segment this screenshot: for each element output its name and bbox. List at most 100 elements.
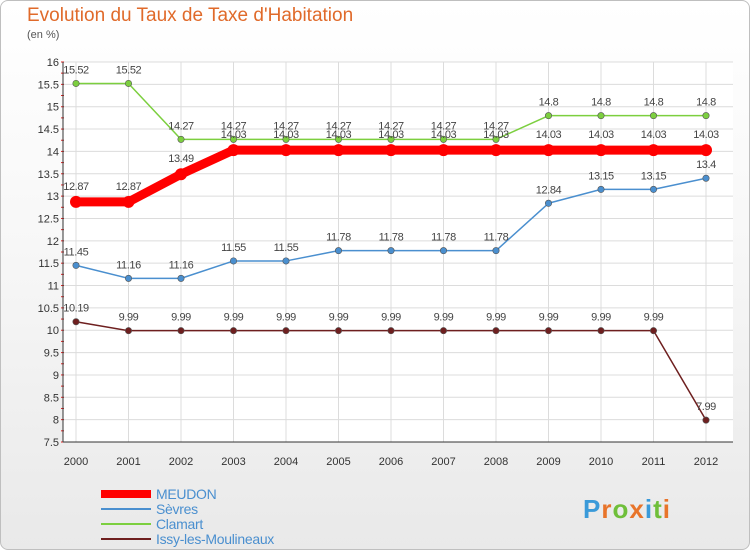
data-point bbox=[490, 144, 502, 157]
data-point bbox=[175, 168, 187, 181]
data-label: 11.78 bbox=[379, 232, 404, 244]
data-point bbox=[72, 79, 80, 87]
y-tick-label: 8 bbox=[53, 415, 59, 427]
data-point bbox=[230, 327, 238, 335]
data-label: 14.03 bbox=[588, 129, 614, 141]
data-point bbox=[700, 144, 712, 157]
data-point bbox=[125, 274, 133, 282]
data-point bbox=[230, 135, 238, 143]
data-label: 14.27 bbox=[483, 120, 509, 132]
data-label: 14.8 bbox=[591, 97, 611, 109]
data-point bbox=[544, 112, 552, 120]
data-point bbox=[282, 257, 290, 265]
legend-label: MEUDON bbox=[156, 486, 216, 502]
chart-title: Evolution du Taux de Taxe d'Habitation bbox=[27, 5, 354, 26]
data-label: 9.99 bbox=[644, 312, 664, 324]
data-label: 13.4 bbox=[696, 159, 716, 171]
data-label: 9.99 bbox=[119, 312, 139, 324]
data-point bbox=[387, 247, 395, 255]
logo-text: Proxiti bbox=[583, 494, 671, 524]
data-label: 14.03 bbox=[693, 129, 719, 141]
data-point bbox=[334, 327, 342, 335]
data-label: 9.99 bbox=[539, 312, 559, 324]
y-tick-label: 12 bbox=[47, 236, 59, 248]
data-label: 9.99 bbox=[276, 312, 296, 324]
x-tick-label: 2009 bbox=[536, 456, 560, 468]
data-point bbox=[439, 135, 447, 143]
data-point bbox=[387, 135, 395, 143]
data-point bbox=[439, 327, 447, 335]
y-tick-label: 14 bbox=[47, 146, 59, 158]
x-tick-label: 2002 bbox=[169, 456, 193, 468]
legend-label: Issy-les-Moulineaux bbox=[156, 531, 274, 547]
x-tick-label: 2006 bbox=[379, 456, 403, 468]
data-point bbox=[597, 185, 605, 193]
y-tick-label: 13.5 bbox=[38, 169, 59, 181]
data-point bbox=[437, 144, 450, 157]
data-label: 11.78 bbox=[326, 232, 351, 244]
data-label: 14.27 bbox=[221, 120, 247, 132]
data-label: 12.87 bbox=[63, 181, 89, 193]
data-label: 13.49 bbox=[168, 153, 194, 165]
data-point bbox=[177, 327, 185, 335]
logo-letter: P bbox=[583, 494, 601, 524]
y-tick-label: 9 bbox=[53, 370, 59, 382]
data-point bbox=[492, 135, 500, 143]
data-label: 7.99 bbox=[696, 401, 716, 413]
data-point bbox=[332, 144, 345, 157]
data-label: 14.03 bbox=[273, 129, 299, 141]
chart-subtitle: (en %) bbox=[27, 29, 60, 41]
data-point bbox=[282, 135, 290, 143]
data-point bbox=[702, 416, 710, 424]
x-tick-label: 2005 bbox=[326, 456, 350, 468]
data-label: 14.8 bbox=[696, 97, 716, 109]
logo-letter: x bbox=[629, 494, 644, 524]
y-tick-label: 7.5 bbox=[44, 437, 59, 449]
data-point bbox=[230, 257, 238, 265]
data-label: 11.16 bbox=[169, 259, 194, 271]
data-point bbox=[544, 199, 552, 207]
data-point bbox=[597, 112, 605, 120]
data-label: 14.03 bbox=[641, 129, 667, 141]
x-tick-label: 2012 bbox=[694, 456, 718, 468]
logo-letter: r bbox=[601, 494, 612, 524]
y-tick-label: 11 bbox=[48, 281, 59, 293]
y-tick-label: 12.5 bbox=[38, 213, 59, 225]
data-point bbox=[595, 144, 607, 157]
data-point bbox=[387, 327, 395, 335]
y-tick-label: 10 bbox=[47, 325, 59, 337]
data-label: 14.03 bbox=[536, 129, 562, 141]
logo-letter: o bbox=[612, 494, 629, 524]
data-label: 14.27 bbox=[326, 120, 352, 132]
y-tick-label: 13 bbox=[47, 191, 59, 203]
x-tick-label: 2011 bbox=[642, 456, 666, 468]
data-label: 10.19 bbox=[63, 303, 89, 315]
data-label: 14.03 bbox=[431, 129, 457, 141]
data-point bbox=[439, 247, 447, 255]
data-point bbox=[227, 144, 240, 157]
data-point bbox=[72, 318, 80, 326]
data-point bbox=[334, 135, 342, 143]
data-label: 13.15 bbox=[641, 170, 667, 182]
data-point bbox=[702, 174, 710, 182]
data-point bbox=[282, 327, 290, 335]
data-label: 14.03 bbox=[483, 129, 509, 141]
data-label: 13.15 bbox=[588, 170, 614, 182]
plot-area bbox=[63, 62, 733, 442]
legend-label: Sèvres bbox=[156, 501, 198, 517]
data-label: 9.99 bbox=[329, 312, 349, 324]
logo-letter: i bbox=[663, 494, 671, 524]
data-label: 14.03 bbox=[221, 129, 247, 141]
data-point bbox=[72, 261, 80, 269]
x-tick-label: 2008 bbox=[484, 456, 508, 468]
data-label: 12.84 bbox=[536, 184, 562, 196]
x-tick-label: 2001 bbox=[116, 456, 140, 468]
data-label: 11.55 bbox=[221, 242, 246, 254]
y-tick-label: 15 bbox=[47, 102, 59, 114]
data-point bbox=[649, 185, 657, 193]
y-tick-label: 16 bbox=[47, 57, 59, 69]
data-label: 14.27 bbox=[273, 120, 299, 132]
data-point bbox=[334, 247, 342, 255]
